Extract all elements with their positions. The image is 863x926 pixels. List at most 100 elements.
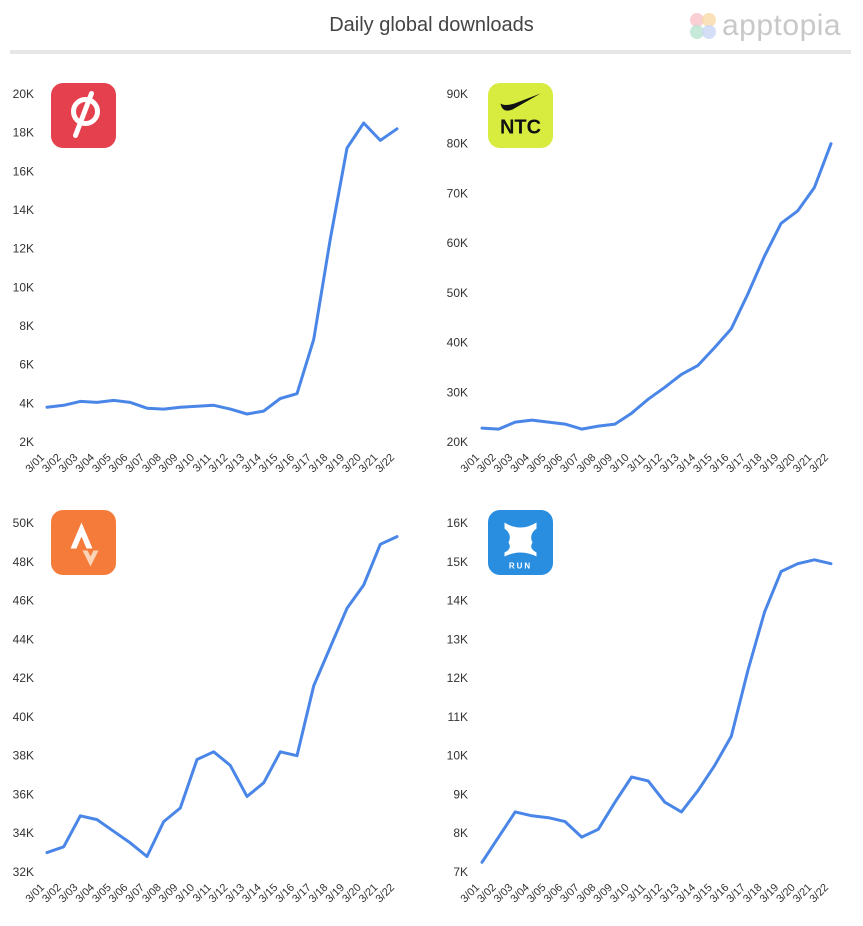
y-tick-label: 10K: [447, 749, 468, 763]
data-point: [530, 814, 533, 817]
data-point: [179, 807, 182, 810]
data-point: [597, 828, 600, 831]
y-tick-label: 9K: [453, 787, 468, 801]
data-point: [146, 407, 149, 410]
peloton-icon: [51, 83, 116, 148]
data-point: [229, 408, 232, 411]
y-tick-label: 50K: [447, 286, 468, 300]
data-point: [680, 810, 683, 813]
data-point: [713, 764, 716, 767]
strava-icon: [51, 510, 116, 575]
data-point: [79, 814, 82, 817]
data-point: [630, 412, 633, 415]
map-my-run-icon: RUN: [488, 510, 553, 575]
y-tick-label: 16K: [13, 164, 34, 178]
data-point: [279, 397, 282, 400]
y-tick-label: 11K: [448, 710, 468, 724]
data-point: [830, 142, 833, 145]
data-point: [96, 818, 99, 821]
data-point: [362, 122, 365, 125]
apptopia-logo-icon: [690, 13, 716, 39]
x-tick-label: 3/22: [807, 452, 831, 476]
data-point: [246, 795, 249, 798]
data-point: [129, 841, 132, 844]
data-point: [162, 820, 165, 823]
y-tick-label: 16K: [447, 516, 468, 530]
y-tick-label: 70K: [447, 186, 468, 200]
data-point: [346, 147, 349, 150]
data-point: [547, 816, 550, 819]
data-point: [796, 209, 799, 212]
data-point: [312, 684, 315, 687]
data-point: [763, 255, 766, 258]
data-point: [730, 327, 733, 330]
data-point: [763, 611, 766, 614]
data-point: [146, 855, 149, 858]
data-point: [680, 373, 683, 376]
data-point: [481, 861, 484, 864]
x-tick-label: 3/22: [373, 452, 397, 476]
data-point: [497, 428, 500, 431]
data-point: [514, 421, 517, 424]
data-point: [296, 392, 299, 395]
data-point: [613, 423, 616, 426]
data-point: [780, 570, 783, 573]
data-point: [813, 558, 816, 561]
data-point: [697, 364, 700, 367]
chart-title: Daily global downloads: [329, 14, 534, 36]
data-point: [580, 836, 583, 839]
data-point: [229, 764, 232, 767]
y-tick-label: 4K: [19, 396, 34, 410]
data-point: [79, 400, 82, 403]
data-point: [262, 781, 265, 784]
series-line: [480, 142, 833, 431]
data-point: [329, 646, 332, 649]
y-tick-label: 14K: [13, 203, 34, 217]
data-point: [796, 562, 799, 565]
series-line: [480, 558, 833, 864]
data-point: [179, 406, 182, 409]
data-point: [162, 408, 165, 411]
series-line: [45, 121, 399, 416]
data-point: [212, 750, 215, 753]
y-tick-label: 14K: [447, 594, 468, 608]
data-point: [780, 222, 783, 225]
y-tick-label: 13K: [447, 632, 468, 646]
y-tick-label: 20K: [13, 87, 34, 101]
y-tick-label: 34K: [13, 826, 34, 840]
data-point: [196, 405, 199, 408]
data-point: [379, 543, 382, 546]
y-tick-label: 44K: [13, 632, 34, 646]
y-tick-label: 2K: [19, 435, 34, 449]
data-point: [663, 386, 666, 389]
y-tick-label: 40K: [447, 336, 468, 350]
data-point: [46, 406, 49, 409]
y-tick-label: 20K: [447, 435, 468, 449]
data-point: [564, 423, 567, 426]
data-point: [346, 607, 349, 610]
data-point: [647, 779, 650, 782]
header-divider: [10, 50, 851, 54]
data-point: [564, 820, 567, 823]
data-point: [746, 669, 749, 672]
data-point: [647, 398, 650, 401]
data-point: [212, 404, 215, 407]
y-tick-label: 18K: [13, 126, 34, 140]
data-point: [312, 338, 315, 341]
data-point: [46, 851, 49, 854]
data-point: [296, 754, 299, 757]
y-tick-label: 6K: [19, 358, 34, 372]
data-point: [663, 801, 666, 804]
y-tick-label: 40K: [13, 710, 34, 724]
data-point: [547, 421, 550, 424]
data-point: [396, 127, 399, 130]
data-point: [279, 750, 282, 753]
y-tick-label: 8K: [19, 319, 34, 333]
data-point: [262, 410, 265, 413]
series-line: [45, 535, 399, 858]
data-point: [481, 427, 484, 430]
y-tick-label: 80K: [447, 137, 468, 151]
data-point: [613, 801, 616, 804]
x-tick-label: 3/22: [373, 882, 397, 906]
